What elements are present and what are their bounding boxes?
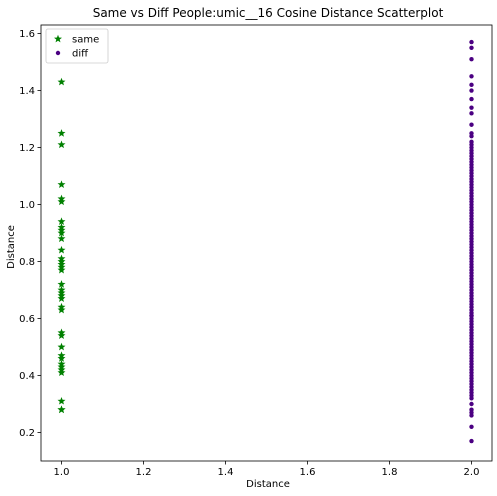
data-point-same bbox=[57, 331, 66, 340]
x-axis-label: Distance bbox=[246, 479, 290, 490]
legend-box bbox=[45, 28, 109, 64]
data-point-same bbox=[57, 180, 66, 188]
data-point-diff bbox=[469, 74, 474, 79]
legend-label-same: same bbox=[72, 35, 99, 46]
y-tick-label: 0.4 bbox=[19, 371, 35, 382]
chart-title: Same vs Diff People:umic__16 Cosine Dist… bbox=[93, 6, 444, 20]
data-point-diff bbox=[469, 424, 474, 430]
y-tick-label: 0.2 bbox=[19, 428, 35, 439]
data-point-diff bbox=[469, 401, 474, 407]
data-point-diff bbox=[469, 88, 474, 93]
x-tick-label: 2.0 bbox=[464, 467, 480, 478]
legend: same diff bbox=[45, 28, 109, 64]
x-tick-label: 1.4 bbox=[218, 467, 234, 478]
data-point-same bbox=[57, 245, 66, 254]
y-tick-label: 1.0 bbox=[19, 200, 35, 211]
x-tick-label: 1.2 bbox=[136, 467, 152, 478]
data-point-same bbox=[57, 396, 66, 405]
y-tick-label: 1.4 bbox=[19, 86, 35, 97]
y-axis-label: Distance bbox=[6, 225, 17, 269]
data-point-same bbox=[57, 294, 66, 302]
data-point-diff bbox=[469, 39, 474, 45]
x-tick-label: 1.6 bbox=[300, 467, 316, 478]
data-point-diff bbox=[469, 111, 474, 116]
data-point-same bbox=[57, 354, 66, 362]
data-point-same bbox=[57, 228, 66, 237]
data-point-diff bbox=[469, 396, 474, 401]
data-point-same bbox=[57, 342, 66, 351]
data-point-same bbox=[57, 234, 66, 243]
x-tick-label: 1.0 bbox=[54, 467, 70, 478]
data-point-diff bbox=[469, 96, 474, 102]
data-point-diff bbox=[469, 133, 474, 139]
legend-marker-same bbox=[54, 34, 62, 43]
data-point-same bbox=[57, 280, 66, 288]
legend-label-diff: diff bbox=[72, 49, 89, 60]
data-point-same bbox=[57, 305, 66, 314]
data-point-same bbox=[57, 140, 66, 149]
data-point-diff bbox=[469, 313, 474, 318]
data-point-same bbox=[57, 77, 66, 86]
data-point-same bbox=[57, 129, 66, 137]
data-point-diff bbox=[469, 56, 474, 62]
y-tick-label: 0.8 bbox=[19, 257, 35, 268]
data-point-same bbox=[57, 368, 66, 377]
legend-marker-diff bbox=[55, 50, 61, 56]
data-point-diff bbox=[469, 122, 474, 127]
y-tick-label: 1.2 bbox=[19, 143, 35, 154]
data-point-same bbox=[57, 265, 66, 274]
data-point-same bbox=[57, 405, 66, 414]
y-axis: 0.2 0.4 0.6 0.8 1.0 1.2 1.4 1.6 bbox=[19, 29, 41, 439]
y-tick-label: 0.6 bbox=[19, 314, 35, 325]
x-axis: 1.0 1.2 1.4 1.6 1.8 2.0 bbox=[54, 461, 480, 478]
plot-frame bbox=[40, 24, 493, 462]
data-point-diff bbox=[469, 438, 474, 444]
data-point-diff bbox=[469, 82, 474, 88]
data-point-same bbox=[57, 197, 66, 206]
data-point-same bbox=[57, 217, 66, 226]
y-tick-label: 1.6 bbox=[19, 29, 35, 40]
data-point-diff bbox=[469, 413, 474, 418]
x-tick-label: 1.8 bbox=[382, 467, 398, 478]
data-point-diff bbox=[469, 45, 474, 50]
data-point-diff bbox=[469, 105, 474, 110]
plot-area bbox=[57, 39, 474, 444]
